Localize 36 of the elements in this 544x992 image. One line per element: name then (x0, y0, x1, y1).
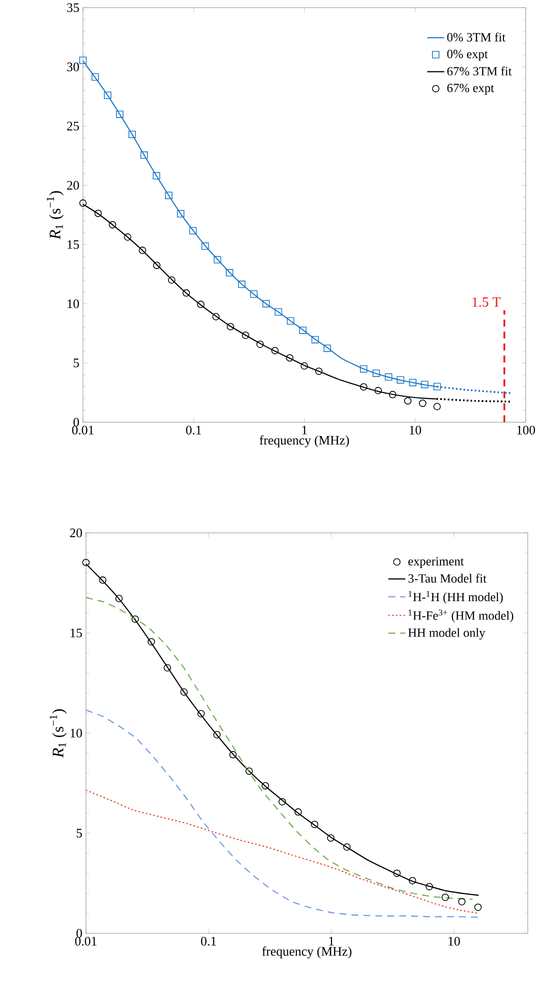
x-tick-label: 100 (517, 426, 536, 434)
legend-label: 3-Tau Model fit (408, 574, 487, 583)
x-tick-label: 10 (448, 936, 460, 946)
legend-label: 67% 3TM fit (447, 66, 512, 76)
y-tick-label: 20 (67, 180, 80, 190)
y-tick-label: 15 (70, 628, 82, 638)
y-tick-label: 15 (68, 240, 80, 249)
y-tick-label: 5 (74, 358, 80, 368)
y-tick-label: 20 (70, 528, 82, 538)
y-tick-label: 25 (67, 122, 80, 130)
y-axis-title: R$_{1}$ (s$^{−1}$) (46, 191, 64, 240)
x-tick-label: 0.1 (201, 936, 216, 946)
x-axis-title: frequency (MHz) (262, 946, 352, 958)
x-axis-title: frequency (MHz) (260, 435, 350, 448)
y-tick-label: 5 (76, 828, 82, 838)
y-tick-label: 0 (74, 418, 80, 427)
ref-line-label: 1.5 T (472, 297, 501, 307)
x-tick-label: 0.1 (186, 426, 202, 435)
legend-label: $^{1}$H-Fe$^{3+}$ (HM model) (408, 610, 514, 622)
x-tick-label: 1 (329, 936, 334, 946)
legend-label: 0% expt (447, 50, 488, 61)
y-axis-title: R$_{1}$ (s$^{−1}$) (50, 709, 67, 758)
y-tick-label: 10 (70, 728, 82, 738)
legend-label: 67% expt (447, 84, 494, 95)
x-tick-label: 0.01 (75, 936, 97, 946)
y-tick-label: 30 (67, 62, 80, 72)
legend-label: 0% 3TM fit (447, 32, 506, 42)
x-tick-label: 10 (410, 426, 422, 434)
legend-label: HH model only (408, 628, 486, 640)
x-tick-label: 0.01 (72, 426, 94, 435)
legend-label: experiment (408, 557, 464, 568)
y-tick-label: 0 (76, 928, 82, 938)
y-tick-label: 10 (68, 299, 80, 308)
legend-label: $^{1}$H-$^{1}$H (HH model) (408, 591, 503, 604)
y-tick-label: 35 (67, 3, 80, 12)
x-tick-label: 1 (302, 426, 307, 434)
